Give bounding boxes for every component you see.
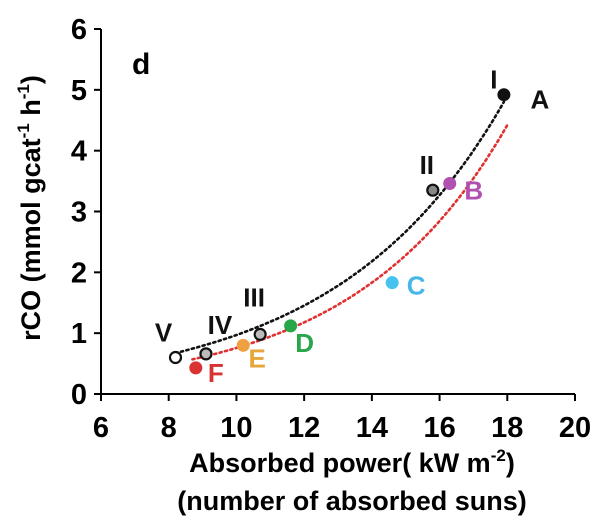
point-label-B: B <box>464 176 483 206</box>
y-tick-label: 2 <box>71 257 87 289</box>
point-label-III: III <box>243 282 265 312</box>
point-IV <box>199 347 213 361</box>
point-A <box>497 88 511 102</box>
y-tick-label: 4 <box>71 136 87 168</box>
point-label-V: V <box>155 318 173 348</box>
point-label-C: C <box>407 271 426 301</box>
point-label-E: E <box>249 343 266 373</box>
x-tick-label: 18 <box>491 412 523 444</box>
x-axis-title-close: ) <box>506 448 515 478</box>
y-axis-title: rCO (mmol gcat-1 h-1) <box>14 75 46 341</box>
point-label-F: F <box>208 358 224 388</box>
y-axis-title-mid: h <box>16 99 46 123</box>
point-C <box>385 276 399 290</box>
point-III <box>253 327 267 341</box>
y-tick-label: 1 <box>71 318 87 350</box>
x-tick-label: 16 <box>423 412 455 444</box>
point-E <box>236 338 250 352</box>
x-tick-label: 12 <box>288 412 320 444</box>
x-axis-subtitle: (number of absorbed suns) <box>177 486 527 516</box>
y-axis-title-sup2: -1 <box>14 84 33 99</box>
point-label-II: II <box>420 150 434 180</box>
point-II <box>426 183 440 197</box>
trend-line <box>174 100 506 355</box>
x-tick-label: 10 <box>220 412 252 444</box>
y-axis-title-sup1: -1 <box>14 123 33 138</box>
trend-lines <box>174 100 509 361</box>
point-D <box>284 319 298 333</box>
x-tick-label: 14 <box>356 412 388 444</box>
point-label-A: A <box>531 85 550 115</box>
point-label-I: I <box>490 65 497 95</box>
panel-label: d <box>132 48 150 81</box>
x-axis-title-text: Absorbed power( kW m <box>189 448 491 478</box>
y-axis-title-text: rCO (mmol gcat <box>16 138 46 341</box>
point-F <box>189 361 203 375</box>
y-tick-label: 0 <box>71 379 87 411</box>
y-axis-title-close: ) <box>16 75 46 84</box>
y-tick-label: 3 <box>71 197 87 229</box>
point-B <box>443 177 457 191</box>
x-tick-label: 20 <box>559 412 591 444</box>
point-label-D: D <box>295 328 314 358</box>
trend-line <box>191 123 509 361</box>
x-axis-title: Absorbed power( kW m-2) <box>189 446 515 478</box>
point-label-IV: IV <box>208 310 233 340</box>
point-V <box>168 350 183 365</box>
y-tick-label: 5 <box>71 75 87 107</box>
x-axis-title-sup: -2 <box>491 446 506 465</box>
y-tick-label: 6 <box>71 14 87 46</box>
x-tick-label: 6 <box>93 412 109 444</box>
x-tick-label: 8 <box>161 412 177 444</box>
